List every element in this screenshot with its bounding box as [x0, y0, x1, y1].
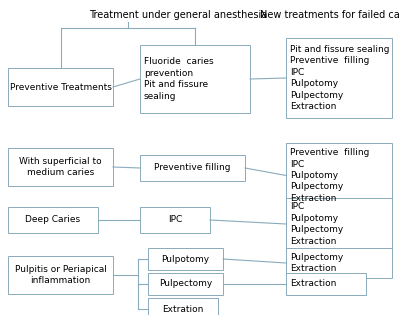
Text: Pit and fissure sealing
Preventive  filling
IPC
Pulpotomy
Pulpectomy
Extraction: Pit and fissure sealing Preventive filli… [290, 45, 390, 111]
Text: Extraction: Extraction [290, 279, 336, 289]
FancyBboxPatch shape [286, 273, 366, 295]
FancyBboxPatch shape [140, 207, 210, 233]
Text: Preventive filling: Preventive filling [154, 163, 231, 173]
Text: Pulpotomy: Pulpotomy [162, 255, 210, 264]
FancyBboxPatch shape [8, 148, 113, 186]
Text: Extration: Extration [162, 305, 204, 313]
FancyBboxPatch shape [148, 248, 223, 270]
Text: Treatment under general anesthesia: Treatment under general anesthesia [89, 10, 267, 20]
Text: Deep Caries: Deep Caries [26, 215, 80, 225]
Text: Pulpectomy
Extraction: Pulpectomy Extraction [290, 253, 343, 273]
Text: New treatments for failed cases: New treatments for failed cases [260, 10, 400, 20]
FancyBboxPatch shape [148, 273, 223, 295]
Text: IPC: IPC [168, 215, 182, 225]
FancyBboxPatch shape [286, 198, 392, 250]
FancyBboxPatch shape [286, 38, 392, 118]
Text: Fluoride  caries
prevention
Pit and fissure
sealing: Fluoride caries prevention Pit and fissu… [144, 57, 214, 101]
Text: Preventive  filling
IPC
Pulpotomy
Pulpectomy
Extraction: Preventive filling IPC Pulpotomy Pulpect… [290, 148, 369, 203]
FancyBboxPatch shape [140, 45, 250, 113]
FancyBboxPatch shape [286, 248, 392, 278]
FancyBboxPatch shape [148, 298, 218, 315]
FancyBboxPatch shape [8, 207, 98, 233]
Text: IPC
Pulpotomy
Pulpectomy
Extraction: IPC Pulpotomy Pulpectomy Extraction [290, 202, 343, 246]
Text: With superficial to
medium caries: With superficial to medium caries [19, 157, 102, 177]
FancyBboxPatch shape [8, 68, 113, 106]
Text: Pulpectomy: Pulpectomy [159, 279, 212, 289]
FancyBboxPatch shape [286, 143, 392, 208]
FancyBboxPatch shape [8, 256, 113, 294]
Text: Pulpitis or Periapical
inflammation: Pulpitis or Periapical inflammation [14, 265, 106, 285]
Text: Preventive Treatments: Preventive Treatments [10, 83, 112, 91]
FancyBboxPatch shape [140, 155, 245, 181]
